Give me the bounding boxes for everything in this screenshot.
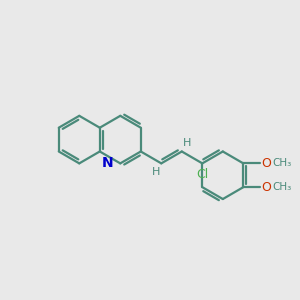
Text: CH₃: CH₃ (272, 182, 291, 192)
Text: O: O (261, 181, 271, 194)
Text: O: O (261, 157, 271, 170)
Text: H: H (152, 167, 160, 177)
Text: CH₃: CH₃ (272, 158, 291, 168)
Text: N: N (102, 156, 114, 170)
Text: Cl: Cl (196, 168, 208, 181)
Text: H: H (183, 138, 191, 148)
